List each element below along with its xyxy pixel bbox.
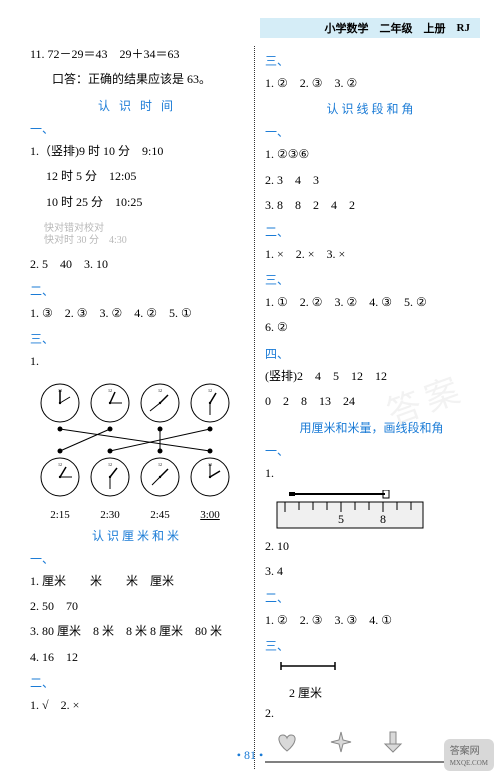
q11-ans: 口答：正确的结果应该是 63。: [30, 71, 244, 88]
r-c1: 1. ① 2. ② 3. ② 4. ③ 5. ②: [265, 294, 478, 311]
clock-label-2: 2:30: [90, 509, 130, 521]
svg-text:12: 12: [158, 388, 162, 393]
page-header: 小学数学 二年级 上册 RJ: [260, 18, 480, 38]
header-volume: 上册: [424, 20, 446, 36]
heading-segment: 认识线段和角: [265, 100, 478, 117]
faint-2: 快对时 30 分 4:30: [30, 234, 244, 249]
r-e3: 3. 4: [265, 563, 478, 580]
time-r3-intro: 1.: [30, 353, 244, 370]
sec-1: 一、: [30, 120, 244, 137]
rsec-4: 四、: [265, 345, 478, 362]
corner-1: 答案网: [450, 746, 480, 757]
sec-3: 三、: [30, 330, 244, 347]
time-q1-intro: 1.（竖排)9 时 10 分 9:10: [30, 143, 244, 160]
segment-label: 2 厘米: [289, 684, 478, 701]
clock-matching: 12 12 12 12 12 12 12 12: [30, 379, 244, 509]
q11-expr: 11. 72－29＝43 29＋34＝63: [30, 46, 244, 63]
clock-cross-svg: 12 12 12 12 12 12 12 12: [30, 379, 240, 509]
rsec-5: 一、: [265, 442, 478, 459]
svg-text:12: 12: [208, 462, 212, 467]
clock-label-3: 2:45: [140, 509, 180, 521]
r-d1: (竖排)2 4 5 12 12: [265, 368, 478, 385]
r-g2: 2.: [265, 705, 478, 722]
r-a2: 2. 3 4 3: [265, 172, 478, 189]
time-q1-l2: 12 时 5 分 12:05: [30, 168, 244, 185]
cm-q1: 1. 厘米 米 米 厘米: [30, 573, 244, 590]
rsec-1: 一、: [265, 123, 478, 140]
r-d2: 0 2 8 13 24: [265, 393, 478, 410]
header-code: RJ: [457, 22, 470, 34]
svg-text:12: 12: [208, 388, 212, 393]
svg-text:12: 12: [108, 388, 112, 393]
ruler-num-5: 5: [338, 512, 344, 526]
rsec-3b: 三、: [265, 271, 478, 288]
page-number: • 81 •: [0, 748, 500, 763]
rsec-7: 三、: [265, 637, 478, 654]
rsec-2: 二、: [265, 223, 478, 240]
cm-q3: 3. 80 厘米 8 米 8 米 8 厘米 80 米: [30, 623, 244, 640]
r-f1: 1. ② 2. ③ 3. ③ 4. ①: [265, 612, 478, 629]
svg-text:12: 12: [108, 462, 112, 467]
svg-text:12: 12: [58, 388, 62, 393]
clock-label-4: 3:00: [190, 509, 230, 521]
ruler-svg: 5 8: [275, 490, 425, 532]
cm-q2: 2. 50 70: [30, 598, 244, 615]
svg-text:12: 12: [158, 462, 162, 467]
ruler-num-8: 8: [380, 512, 386, 526]
faint-1: 快对错对校对: [30, 219, 244, 234]
sec-5: 二、: [30, 674, 244, 691]
r-b1: 1. × 2. × 3. ×: [265, 246, 478, 263]
r-a1: 1. ②③⑥: [265, 146, 478, 163]
corner-badge: 答案网 MXQE.COM: [444, 739, 494, 771]
rsec-6: 二、: [265, 589, 478, 606]
heading-cm: 认识厘米和米: [30, 527, 244, 544]
r-r3: 1. ② 2. ③ 3. ②: [265, 75, 478, 92]
sec-2: 二、: [30, 282, 244, 299]
header-subject: 小学数学: [325, 20, 369, 36]
rsec-3: 三、: [265, 52, 478, 69]
left-column: 11. 72－29＝43 29＋34＝63 口答：正确的结果应该是 63。 认 …: [30, 46, 254, 769]
right-column: 三、 1. ② 2. ③ 3. ② 认识线段和角 一、 1. ②③⑥ 2. 3 …: [254, 46, 478, 769]
cm-q4: 4. 16 12: [30, 649, 244, 666]
r-e2: 2. 10: [265, 538, 478, 555]
sec-4: 一、: [30, 550, 244, 567]
r-e-intro: 1.: [265, 465, 478, 482]
r-c2: 6. ②: [265, 319, 478, 336]
header-grade: 二年级: [380, 20, 413, 36]
corner-2: MXQE.COM: [450, 759, 488, 767]
svg-text:12: 12: [58, 462, 62, 467]
r-a3: 3. 8 8 2 4 2: [265, 197, 478, 214]
time-q2: 2. 5 40 3. 10: [30, 256, 244, 273]
segment-2cm: 2 厘米: [275, 660, 478, 701]
time-q1-l3: 10 时 25 分 10:25: [30, 194, 244, 211]
clock-label-1: 2:15: [40, 509, 80, 521]
judge: 1. √ 2. ×: [30, 697, 244, 714]
heading-time: 认 识 时 间: [30, 97, 244, 114]
time-r2: 1. ③ 2. ③ 3. ② 4. ② 5. ①: [30, 305, 244, 322]
heading-draw: 用厘米和米量，画线段和角: [265, 419, 478, 436]
